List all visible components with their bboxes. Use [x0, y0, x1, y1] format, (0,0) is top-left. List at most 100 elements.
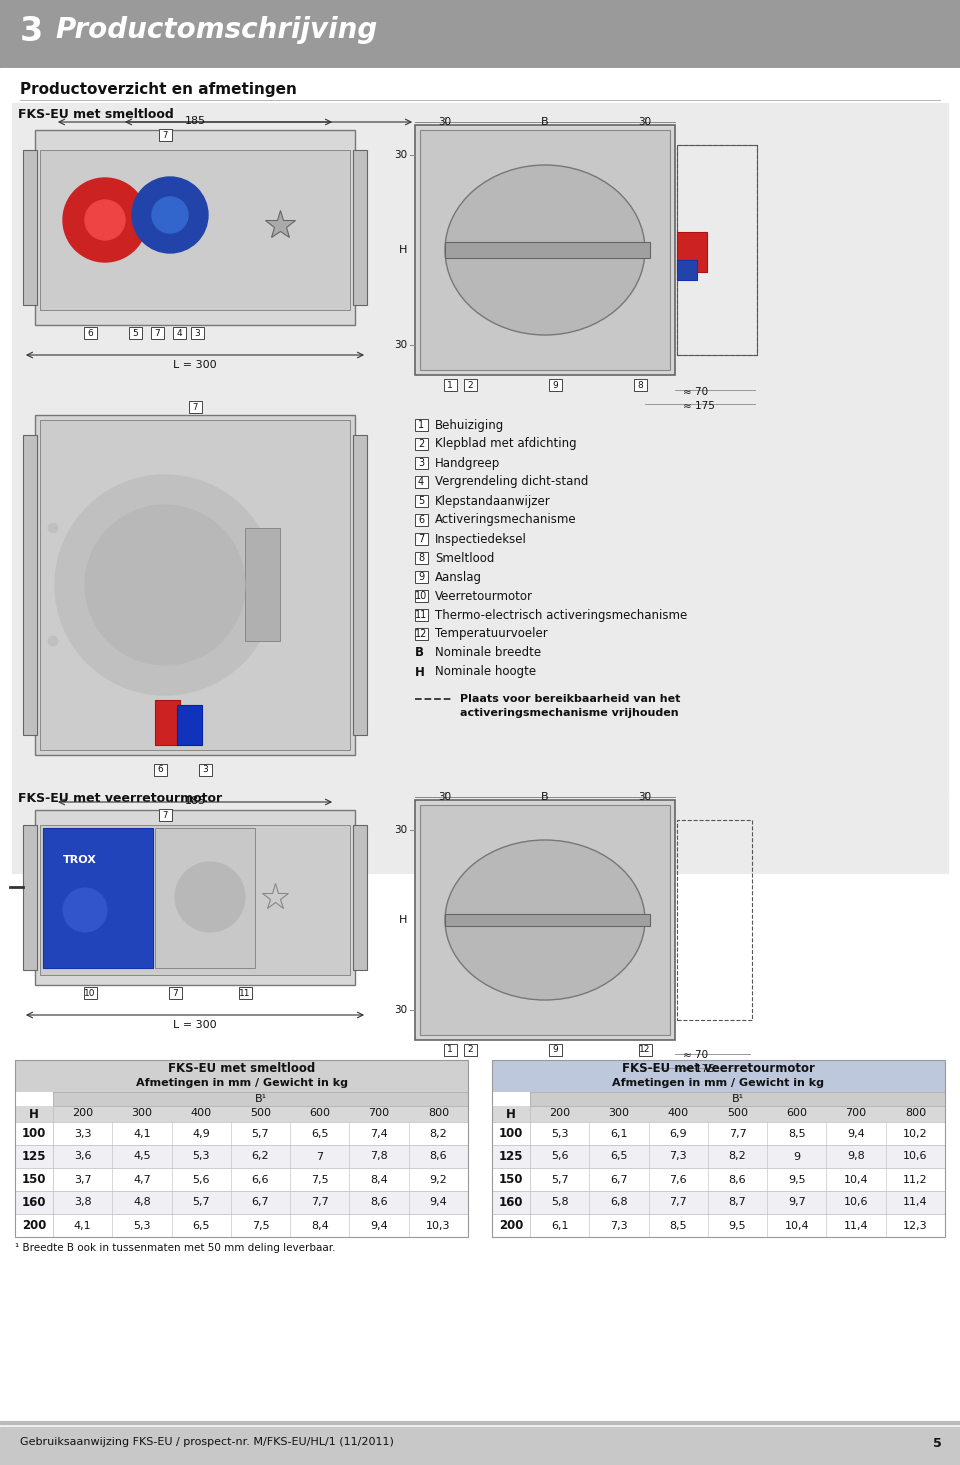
Circle shape	[85, 505, 245, 665]
Text: 4,8: 4,8	[133, 1197, 151, 1207]
Text: Vergrendeling dicht-stand: Vergrendeling dicht-stand	[435, 476, 588, 488]
Text: 5,7: 5,7	[551, 1175, 568, 1185]
Bar	[158, 129, 172, 141]
Text: 11: 11	[415, 609, 427, 620]
Bar	[245, 527, 280, 642]
Text: 6,5: 6,5	[611, 1151, 628, 1162]
Text: H: H	[506, 1108, 516, 1121]
Text: 7,5: 7,5	[311, 1175, 328, 1185]
Bar	[15, 1061, 468, 1236]
Bar	[420, 130, 670, 371]
Bar	[415, 590, 427, 602]
Text: B: B	[415, 646, 424, 659]
Text: Plaats voor bereikbaarheid van het: Plaats voor bereikbaarheid van het	[460, 694, 681, 705]
Text: 5,6: 5,6	[551, 1151, 568, 1162]
Bar	[158, 809, 172, 820]
Bar	[35, 810, 355, 984]
Bar	[677, 145, 757, 355]
Text: 3: 3	[20, 15, 43, 48]
Text: H: H	[398, 916, 407, 924]
Text: 2: 2	[468, 381, 473, 390]
Circle shape	[175, 861, 245, 932]
Text: 5,6: 5,6	[192, 1175, 210, 1185]
Text: 6,9: 6,9	[669, 1128, 687, 1138]
Text: 4,1: 4,1	[133, 1128, 151, 1138]
Text: 9,4: 9,4	[847, 1128, 865, 1138]
Text: 30: 30	[394, 149, 407, 160]
Text: 3,7: 3,7	[74, 1175, 91, 1185]
Text: 8,5: 8,5	[788, 1128, 805, 1138]
Bar	[40, 420, 350, 750]
Circle shape	[650, 813, 660, 823]
Bar	[677, 259, 697, 280]
Text: 9,2: 9,2	[429, 1175, 447, 1185]
Text: FKS-EU met smeltlood: FKS-EU met smeltlood	[18, 108, 174, 122]
Text: 1: 1	[447, 1046, 453, 1055]
Bar	[155, 828, 255, 968]
Circle shape	[430, 141, 440, 149]
Text: 7: 7	[172, 989, 178, 998]
Ellipse shape	[445, 839, 645, 1001]
Bar	[415, 125, 675, 375]
Text: 11: 11	[239, 989, 251, 998]
Bar	[415, 571, 427, 583]
Circle shape	[430, 813, 440, 823]
Text: 10,4: 10,4	[844, 1175, 869, 1185]
Text: 7: 7	[162, 130, 168, 139]
Text: 6,7: 6,7	[252, 1197, 270, 1207]
Text: 5,8: 5,8	[551, 1197, 568, 1207]
Text: 185: 185	[184, 116, 205, 126]
Text: 6: 6	[157, 766, 163, 775]
Bar	[353, 149, 367, 305]
Text: 9,4: 9,4	[371, 1220, 388, 1231]
Text: 8,5: 8,5	[669, 1220, 687, 1231]
Circle shape	[48, 523, 58, 533]
Text: 30: 30	[394, 825, 407, 835]
Text: 7,7: 7,7	[729, 1128, 746, 1138]
Text: 2: 2	[418, 440, 424, 448]
Text: 8,6: 8,6	[429, 1151, 447, 1162]
Text: H: H	[398, 245, 407, 255]
Text: 9,5: 9,5	[788, 1175, 805, 1185]
Text: 4,7: 4,7	[133, 1175, 151, 1185]
Bar	[444, 379, 457, 391]
Bar	[634, 379, 646, 391]
Text: Gebruiksaanwijzing FKS-EU / prospect-nr. M/FKS-EU/HL/1 (11/2011): Gebruiksaanwijzing FKS-EU / prospect-nr.…	[20, 1437, 394, 1447]
Circle shape	[650, 141, 660, 149]
Text: 150: 150	[22, 1173, 46, 1187]
Bar	[40, 825, 350, 976]
Text: 200: 200	[499, 1219, 523, 1232]
Bar	[492, 1146, 945, 1168]
Bar	[415, 457, 427, 469]
Bar	[415, 495, 427, 507]
Circle shape	[55, 475, 275, 694]
Text: 11,2: 11,2	[903, 1175, 927, 1185]
Text: 5,3: 5,3	[192, 1151, 210, 1162]
Text: 150: 150	[499, 1173, 523, 1187]
Bar	[415, 609, 427, 621]
Text: 30: 30	[638, 117, 652, 127]
Text: Productoverzicht en afmetingen: Productoverzicht en afmetingen	[20, 82, 297, 97]
Text: 3,3: 3,3	[74, 1128, 91, 1138]
Text: 500: 500	[727, 1108, 748, 1118]
Text: 6,1: 6,1	[611, 1128, 628, 1138]
Text: ≈ 70: ≈ 70	[683, 387, 708, 397]
Bar	[638, 1045, 652, 1056]
Text: 6,5: 6,5	[311, 1128, 328, 1138]
Text: 9: 9	[552, 381, 558, 390]
Text: 10,4: 10,4	[784, 1220, 809, 1231]
Text: 3: 3	[203, 766, 208, 775]
Circle shape	[430, 350, 440, 360]
Text: Klepstandaanwijzer: Klepstandaanwijzer	[435, 495, 551, 507]
Bar	[53, 1091, 468, 1106]
Text: 700: 700	[846, 1108, 867, 1118]
Bar	[548, 379, 562, 391]
Text: 6,6: 6,6	[252, 1175, 269, 1185]
Bar	[0, 1421, 960, 1424]
Text: 9,8: 9,8	[847, 1151, 865, 1162]
Text: Productomschrijving: Productomschrijving	[55, 16, 377, 44]
Bar	[238, 987, 252, 999]
Bar	[492, 1061, 945, 1236]
Bar	[445, 914, 650, 926]
Text: Klepblad met afdichting: Klepblad met afdichting	[435, 438, 577, 451]
